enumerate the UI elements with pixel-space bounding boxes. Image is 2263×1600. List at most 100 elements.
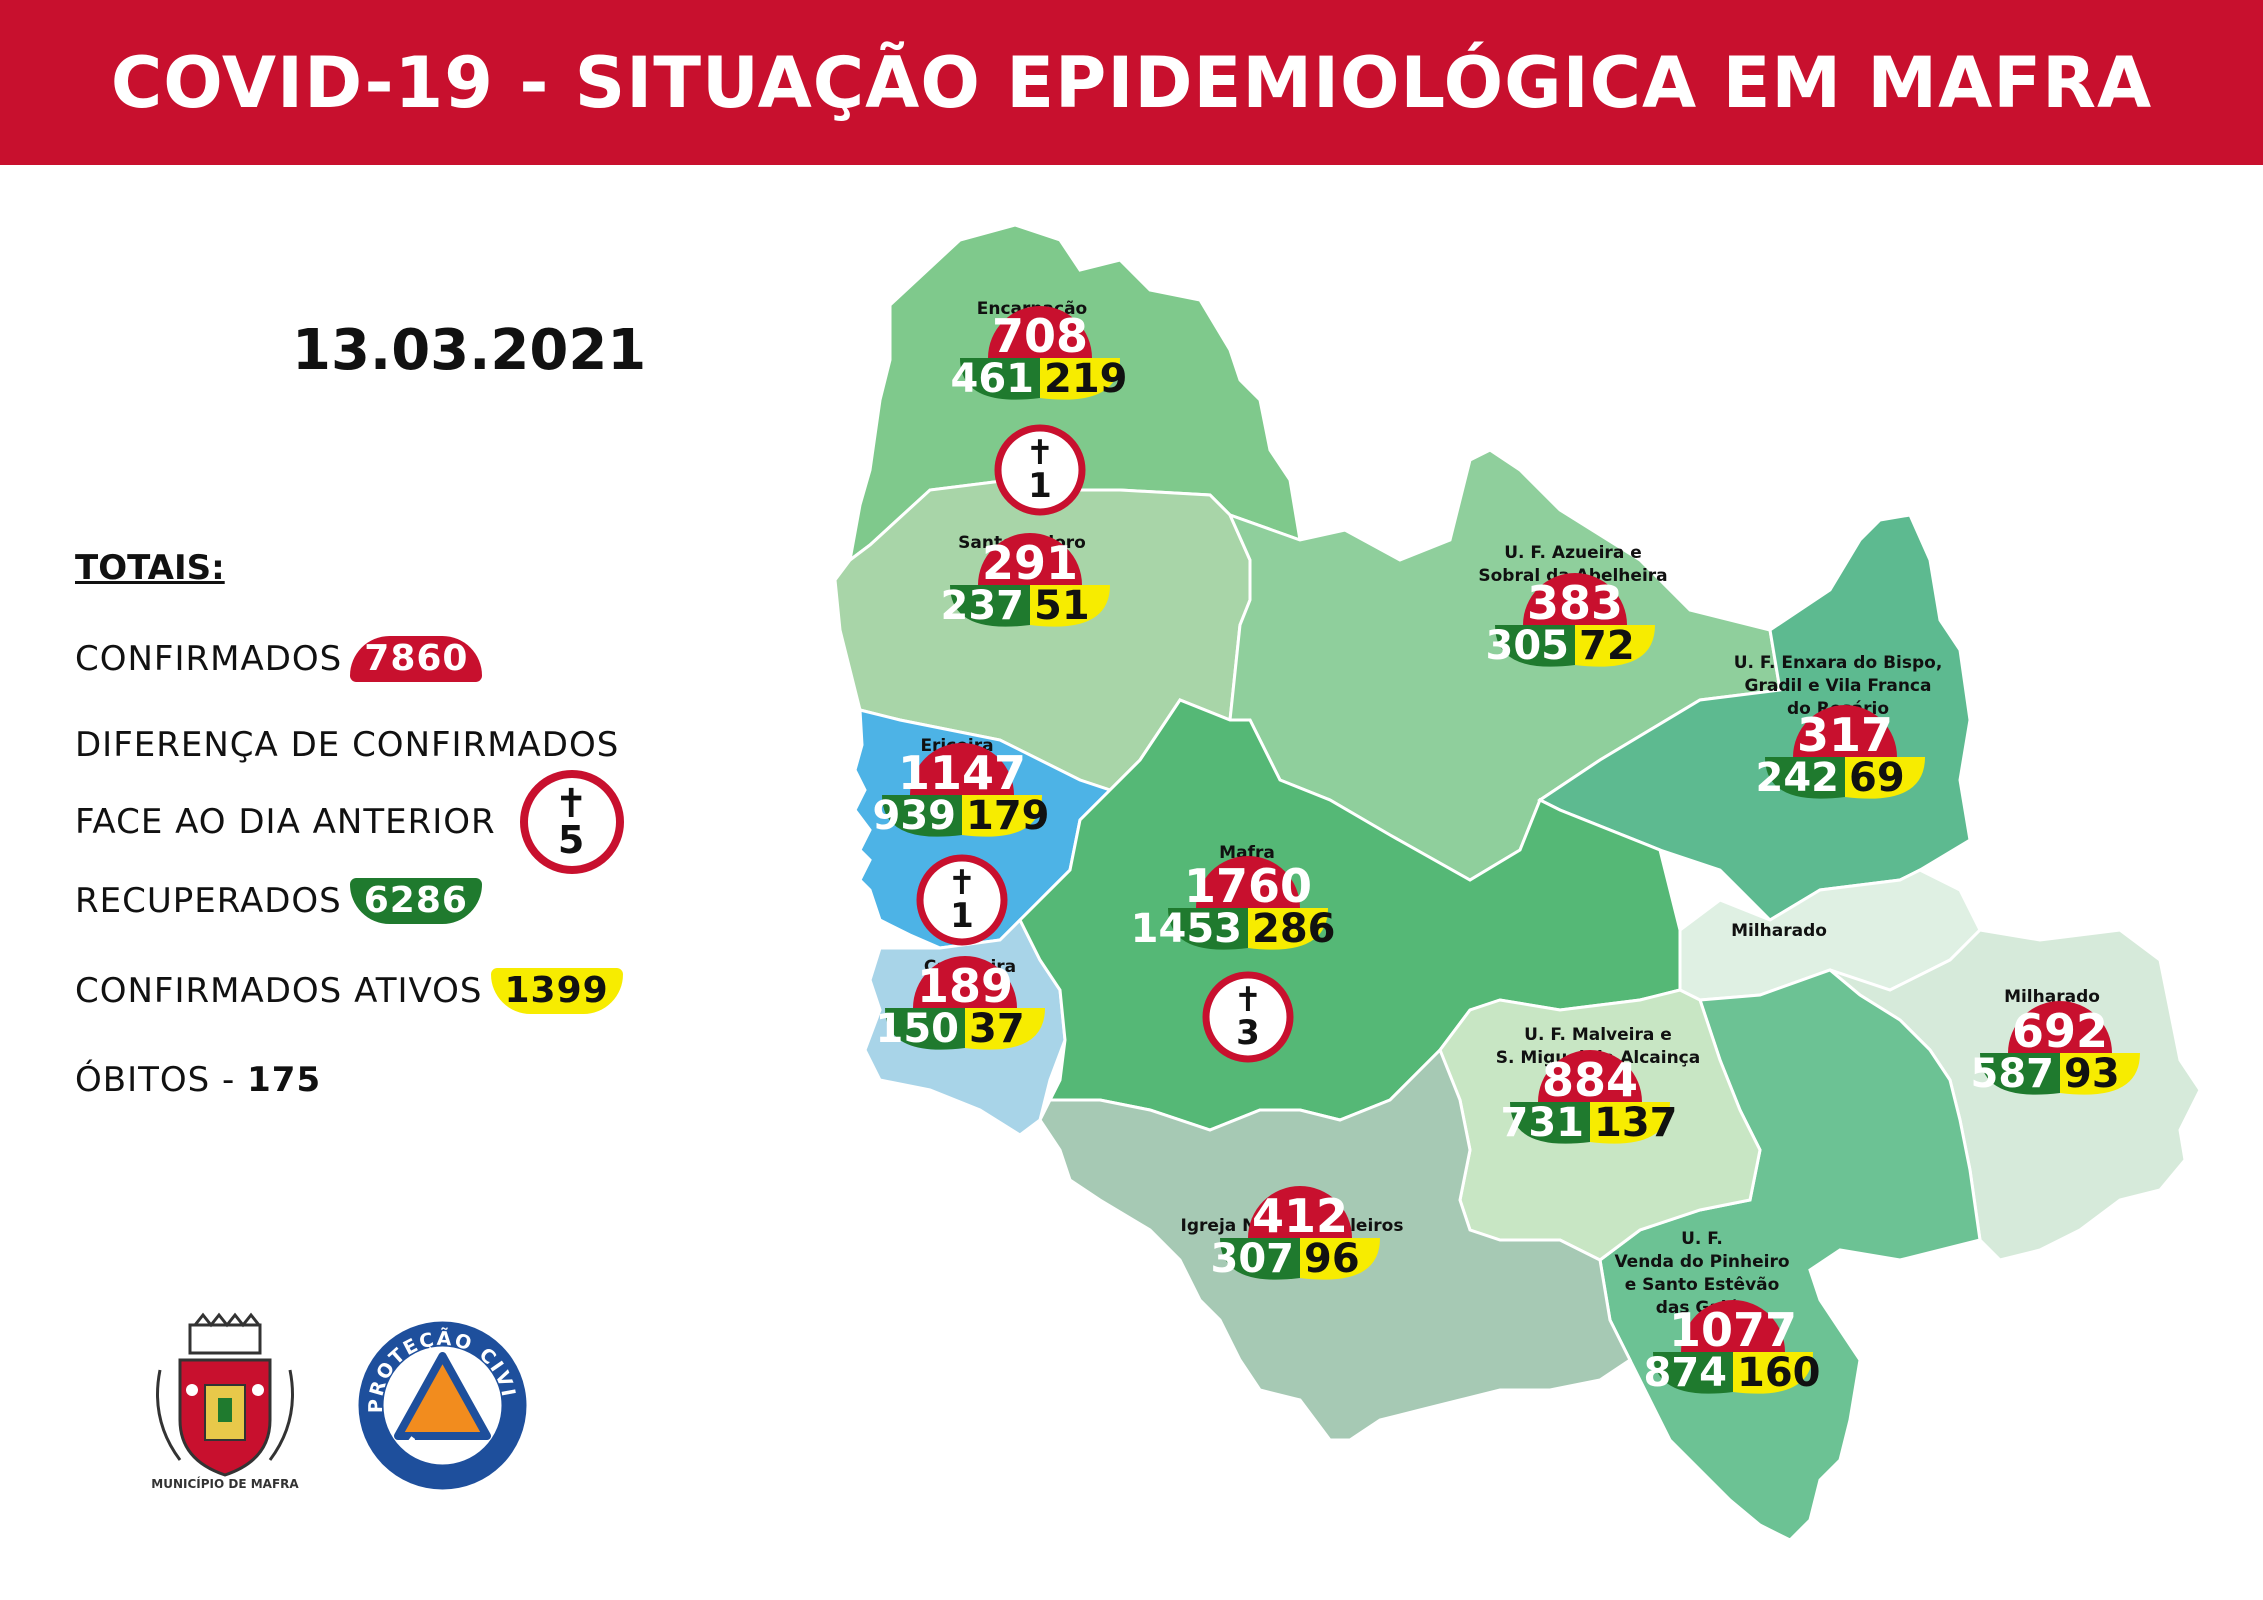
recovered-value: 874	[1644, 1350, 1728, 1396]
confirmed-value: 1760	[1184, 859, 1312, 913]
confirmed-half	[1681, 1300, 1785, 1352]
recovered-value: 242	[1756, 755, 1840, 801]
death-cross-badge	[916, 854, 1008, 946]
totals-confirmed-row: CONFIRMADOS 7860	[75, 636, 483, 682]
active-value: 72	[1579, 623, 1635, 669]
active-value: 93	[2064, 1051, 2120, 1097]
label-venda-l3: e Santo Estêvão	[1625, 1275, 1780, 1295]
recovered-half	[885, 1008, 965, 1050]
region-shapes	[833, 223, 2202, 1542]
confirmed-value: 291	[982, 536, 1078, 590]
label-malveira-l1: U. F. Malveira e	[1524, 1025, 1672, 1045]
recovered-half	[1510, 1102, 1590, 1144]
active-value: 96	[1304, 1236, 1360, 1282]
active-value: 160	[1737, 1350, 1821, 1396]
recovered-half	[1168, 908, 1248, 950]
active-half	[1030, 585, 1110, 627]
deaths-value: 175	[247, 1060, 322, 1100]
confirmed-half	[988, 306, 1092, 358]
recovered-half	[1653, 1352, 1733, 1394]
label-enxara-l2: Gradil e Vila Franca	[1745, 676, 1932, 696]
totals-recovered-row: RECUPERADOS 6286	[75, 878, 482, 924]
confirmed-half	[1196, 856, 1300, 908]
active-half	[2060, 1053, 2140, 1095]
deaths-label: ÓBITOS -	[75, 1060, 236, 1100]
death-cross-badge	[1202, 971, 1294, 1063]
page-title: COVID-19 - SITUAÇÃO EPIDEMIOLÓGICA EM MA…	[110, 41, 2153, 124]
confirmed-value: 1077	[1669, 1303, 1797, 1357]
confirmed-value: 692	[2012, 1004, 2108, 1058]
confirmed-half	[910, 743, 1014, 795]
active-half	[1575, 625, 1655, 667]
active-label: CONFIRMADOS ATIVOS	[75, 971, 483, 1011]
label-enxara: U. F. Enxara do Bispo, Gradil e Vila Fran…	[1734, 653, 1943, 719]
recovered-value: 307	[1211, 1236, 1295, 1282]
active-value: 37	[969, 1006, 1025, 1052]
recovered-half	[882, 795, 962, 837]
recovered-value: 731	[1501, 1100, 1585, 1146]
active-half	[1040, 358, 1120, 400]
diff-cross-badge: ✝ 5	[519, 770, 624, 874]
recovered-value-badge: 6286	[349, 878, 482, 924]
civil-defence-triangle-icon	[394, 1352, 491, 1440]
active-half	[1300, 1238, 1380, 1280]
confirmed-value: 189	[917, 959, 1013, 1013]
recovered-value: 1453	[1131, 906, 1242, 952]
active-value: 137	[1594, 1100, 1678, 1146]
label-venda-l2: Venda do Pinheiro	[1614, 1252, 1789, 1272]
cross-icon: ✝	[948, 863, 977, 903]
header-banner: COVID-19 - SITUAÇÃO EPIDEMIOLÓGICA EM MA…	[0, 0, 2263, 165]
active-half	[962, 795, 1042, 837]
confirmed-half	[1248, 1186, 1352, 1238]
label-milharado-north: Milharado	[1731, 921, 1827, 941]
recovered-half	[960, 358, 1040, 400]
confirmed-value: 412	[1252, 1189, 1348, 1243]
active-value: 51	[1034, 583, 1090, 629]
recovered-value: 150	[876, 1006, 960, 1052]
confirmed-label: CONFIRMADOS	[75, 639, 343, 679]
active-value: 219	[1044, 356, 1128, 402]
confirmed-value: 317	[1797, 708, 1893, 762]
recovered-value: 461	[951, 356, 1035, 402]
recovered-value: 587	[1971, 1051, 2055, 1097]
report-date: 13.03.2021	[292, 318, 647, 383]
totals-deaths-row: ÓBITOS - 175	[75, 1060, 321, 1100]
recovered-half	[1980, 1053, 2060, 1095]
confirmed-half	[1793, 705, 1897, 757]
death-cross-badge	[994, 424, 1086, 516]
recovered-value: 939	[873, 793, 957, 839]
confirmed-half	[1523, 573, 1627, 625]
recovered-half	[1495, 625, 1575, 667]
confirmed-value-badge: 7860	[350, 636, 483, 682]
confirmed-value: 884	[1542, 1053, 1638, 1107]
cross-icon: ✝	[554, 781, 589, 827]
recovered-half	[1765, 757, 1845, 799]
label-venda-l1: U. F.	[1681, 1229, 1723, 1249]
municipio-logo: MUNICÍPIO DE MAFRA	[151, 1312, 299, 1491]
confirmed-half	[2008, 1001, 2112, 1053]
diff-value: 5	[557, 818, 586, 862]
recovered-half	[1220, 1238, 1300, 1280]
label-enxara-l1: U. F. Enxara do Bispo,	[1734, 653, 1943, 673]
active-half	[1845, 757, 1925, 799]
death-today-value: 1	[950, 896, 974, 936]
active-half	[1733, 1352, 1813, 1394]
confirmed-value: 1147	[898, 746, 1026, 800]
active-half	[1590, 1102, 1670, 1144]
active-half	[965, 1008, 1045, 1050]
confirmed-half	[1538, 1050, 1642, 1102]
confirmed-half	[978, 533, 1082, 585]
confirmed-value: 708	[992, 309, 1088, 363]
cross-icon: ✝	[1234, 980, 1263, 1020]
death-today-value: 3	[1236, 1013, 1260, 1053]
recovered-half	[950, 585, 1030, 627]
active-value: 179	[966, 793, 1050, 839]
